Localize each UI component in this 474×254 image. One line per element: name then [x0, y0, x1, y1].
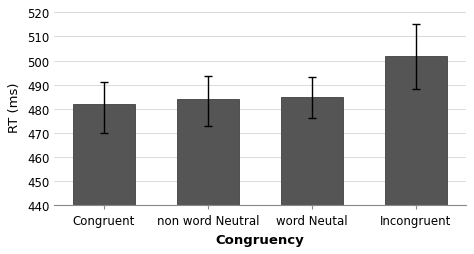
Bar — [281, 97, 343, 205]
X-axis label: Congruency: Congruency — [216, 233, 304, 246]
Bar — [177, 100, 239, 205]
Y-axis label: RT (ms): RT (ms) — [9, 82, 21, 132]
Bar — [384, 56, 447, 205]
Bar — [73, 104, 135, 205]
